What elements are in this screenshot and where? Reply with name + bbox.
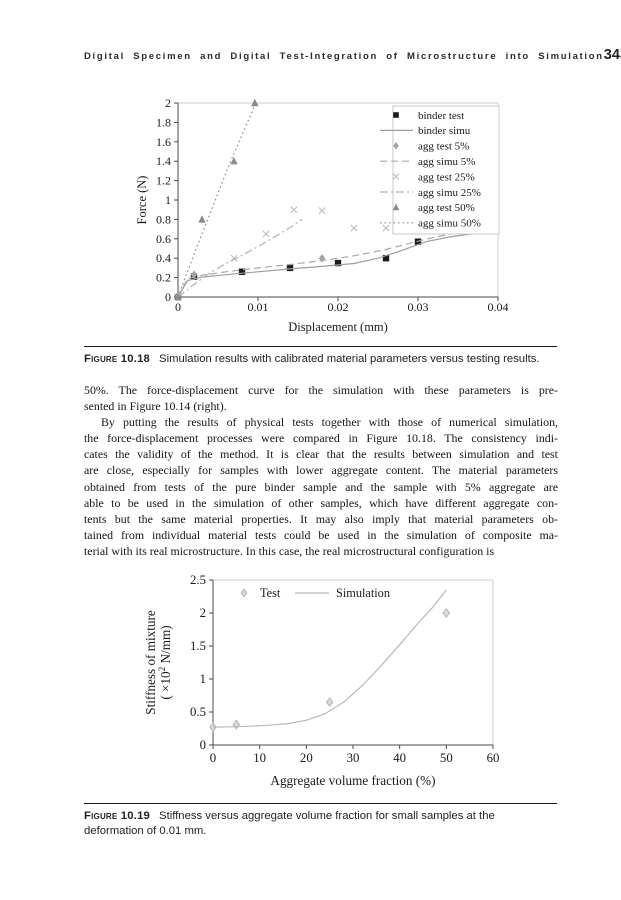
legend-label: agg simu 25% xyxy=(418,187,481,199)
y-axis-title: ( ×102 N/mm) xyxy=(157,625,173,699)
running-head-title: Digital Specimen and Digital Test-Integr… xyxy=(84,51,604,62)
series-agg-simu-50- xyxy=(177,102,257,298)
figure-10-19-caption: Figure 10.19 Stiffness versus aggregate v… xyxy=(84,803,557,838)
x-tick-label: 60 xyxy=(487,751,500,765)
figure-10-18-caption-text: Simulation results with calibrated mater… xyxy=(159,353,540,365)
x-tick-label: 20 xyxy=(300,751,313,765)
legend-label: agg simu 5% xyxy=(418,156,475,168)
legend-label: agg test 5% xyxy=(418,141,469,153)
series-agg-simu-25- xyxy=(177,218,303,298)
figure-10-18-chart: 0 0.01 0.02 0.03 0.04 0 0.2 0.4 0.6 0.8 1 1.2 1.4 1.6… xyxy=(135,96,509,334)
figure-10-19-chart: 0 10 20 30 40 50 60 0 0.5 1 1.5 2 2.5 Aggregate volum… xyxy=(143,573,499,788)
legend-label: agg test 50% xyxy=(418,202,475,214)
series-agg-test-50- xyxy=(174,98,259,301)
y-axis-title: Force (N) xyxy=(135,176,149,225)
legend-label: binder test xyxy=(418,110,464,122)
x-tick-label: 10 xyxy=(253,751,266,765)
body-text-line: cates the validity of the method. It is … xyxy=(84,447,558,462)
x-tick-label: 0 xyxy=(175,300,181,314)
y-tick-label: 1 xyxy=(200,672,206,686)
body-text-line: tents but the same material properties. … xyxy=(84,511,558,526)
y-tick-label: 1.5 xyxy=(190,639,206,653)
series-agg-test-5- xyxy=(174,222,462,302)
x-tick-label: 0.02 xyxy=(328,300,349,314)
page-header: Digital Specimen and Digital Test-Integr… xyxy=(84,47,621,63)
y-tick-label: 0.6 xyxy=(156,232,171,246)
x-axis-title: Aggregate volume fraction (%) xyxy=(270,773,435,788)
series-binder-simu xyxy=(177,230,499,298)
y-tick-label: 0 xyxy=(165,290,171,304)
legend: binder test binder simu agg test 5% agg sim… xyxy=(380,105,500,235)
legend-label: Test xyxy=(260,586,281,600)
x-tick-label: 50 xyxy=(440,751,453,765)
figure-10-18-caption: Figure 10.18 Simulation results with cali… xyxy=(84,346,557,367)
series-test xyxy=(209,607,451,733)
y-tick-label: 2 xyxy=(165,96,171,110)
legend-label: agg simu 50% xyxy=(418,218,481,230)
body-text-line: tained from individual material tests co… xyxy=(84,527,558,542)
figure-10-19-caption-text: Stiffness versus aggregate volume fracti… xyxy=(84,810,495,837)
legend: Test Simulation xyxy=(240,586,390,600)
body-text-line: obtained from tests of the pure binder s… xyxy=(84,479,558,494)
x-tick-label: 30 xyxy=(347,751,360,765)
body-text: 50%. The force-displacement curve for th… xyxy=(84,382,558,559)
x-tick-label: 0 xyxy=(210,751,216,765)
body-text-line: By putting the results of physical tests… xyxy=(101,415,558,430)
body-text-line: able to be used in the simulation of oth… xyxy=(84,495,558,510)
body-text-line: 50%. The force-displacement curve for th… xyxy=(84,383,558,397)
page-number: 343 xyxy=(603,47,621,63)
y-tick-label: 0 xyxy=(200,738,206,752)
legend-label: binder simu xyxy=(418,125,471,137)
y-tick-label: 1.4 xyxy=(156,154,171,168)
series-simulation xyxy=(212,589,447,728)
figure-10-18-caption-label: Figure 10.18 xyxy=(84,353,151,365)
y-tick-label: 1.6 xyxy=(156,135,171,149)
body-text-line: terial with its real microstructure. In … xyxy=(84,543,495,558)
y-axis-title: Stiffness of mixture xyxy=(143,610,158,715)
y-tick-label: 0.4 xyxy=(156,251,171,265)
x-axis-title: Displacement (mm) xyxy=(288,320,388,334)
axes: 0 10 20 30 40 50 60 0 0.5 1 1.5 2 2.5 xyxy=(190,573,499,765)
x-tick-label: 0.01 xyxy=(248,300,269,314)
x-tick-label: 0.04 xyxy=(488,300,509,314)
legend-label: agg test 25% xyxy=(418,171,475,183)
y-tick-label: 0.5 xyxy=(190,705,206,719)
y-tick-label: 2.5 xyxy=(190,573,206,587)
y-tick-label: 1 xyxy=(165,193,171,207)
x-tick-label: 0.03 xyxy=(408,300,429,314)
y-tick-label: 2 xyxy=(200,606,206,620)
y-tick-label: 1.2 xyxy=(156,174,171,188)
figure-10-19-caption-label: Figure 10.19 xyxy=(84,810,151,822)
legend-label: Simulation xyxy=(336,586,390,600)
body-text-line: are close, especially for samples with l… xyxy=(84,463,558,478)
plot-frame xyxy=(212,579,494,746)
body-text-line: the force-displacement processes were co… xyxy=(84,431,558,446)
y-tick-label: 0.8 xyxy=(156,212,171,226)
series-binder-test xyxy=(174,238,422,301)
y-tick-label: 0.2 xyxy=(156,271,171,285)
axes: 0 0.01 0.02 0.03 0.04 0 0.2 0.4 0.6 0.8 1 1.2 1.4 1.6… xyxy=(156,96,509,314)
body-text-line: sented in Figure 10.14 (right). xyxy=(84,399,227,414)
x-tick-label: 40 xyxy=(393,751,406,765)
y-tick-label: 1.8 xyxy=(156,115,171,129)
